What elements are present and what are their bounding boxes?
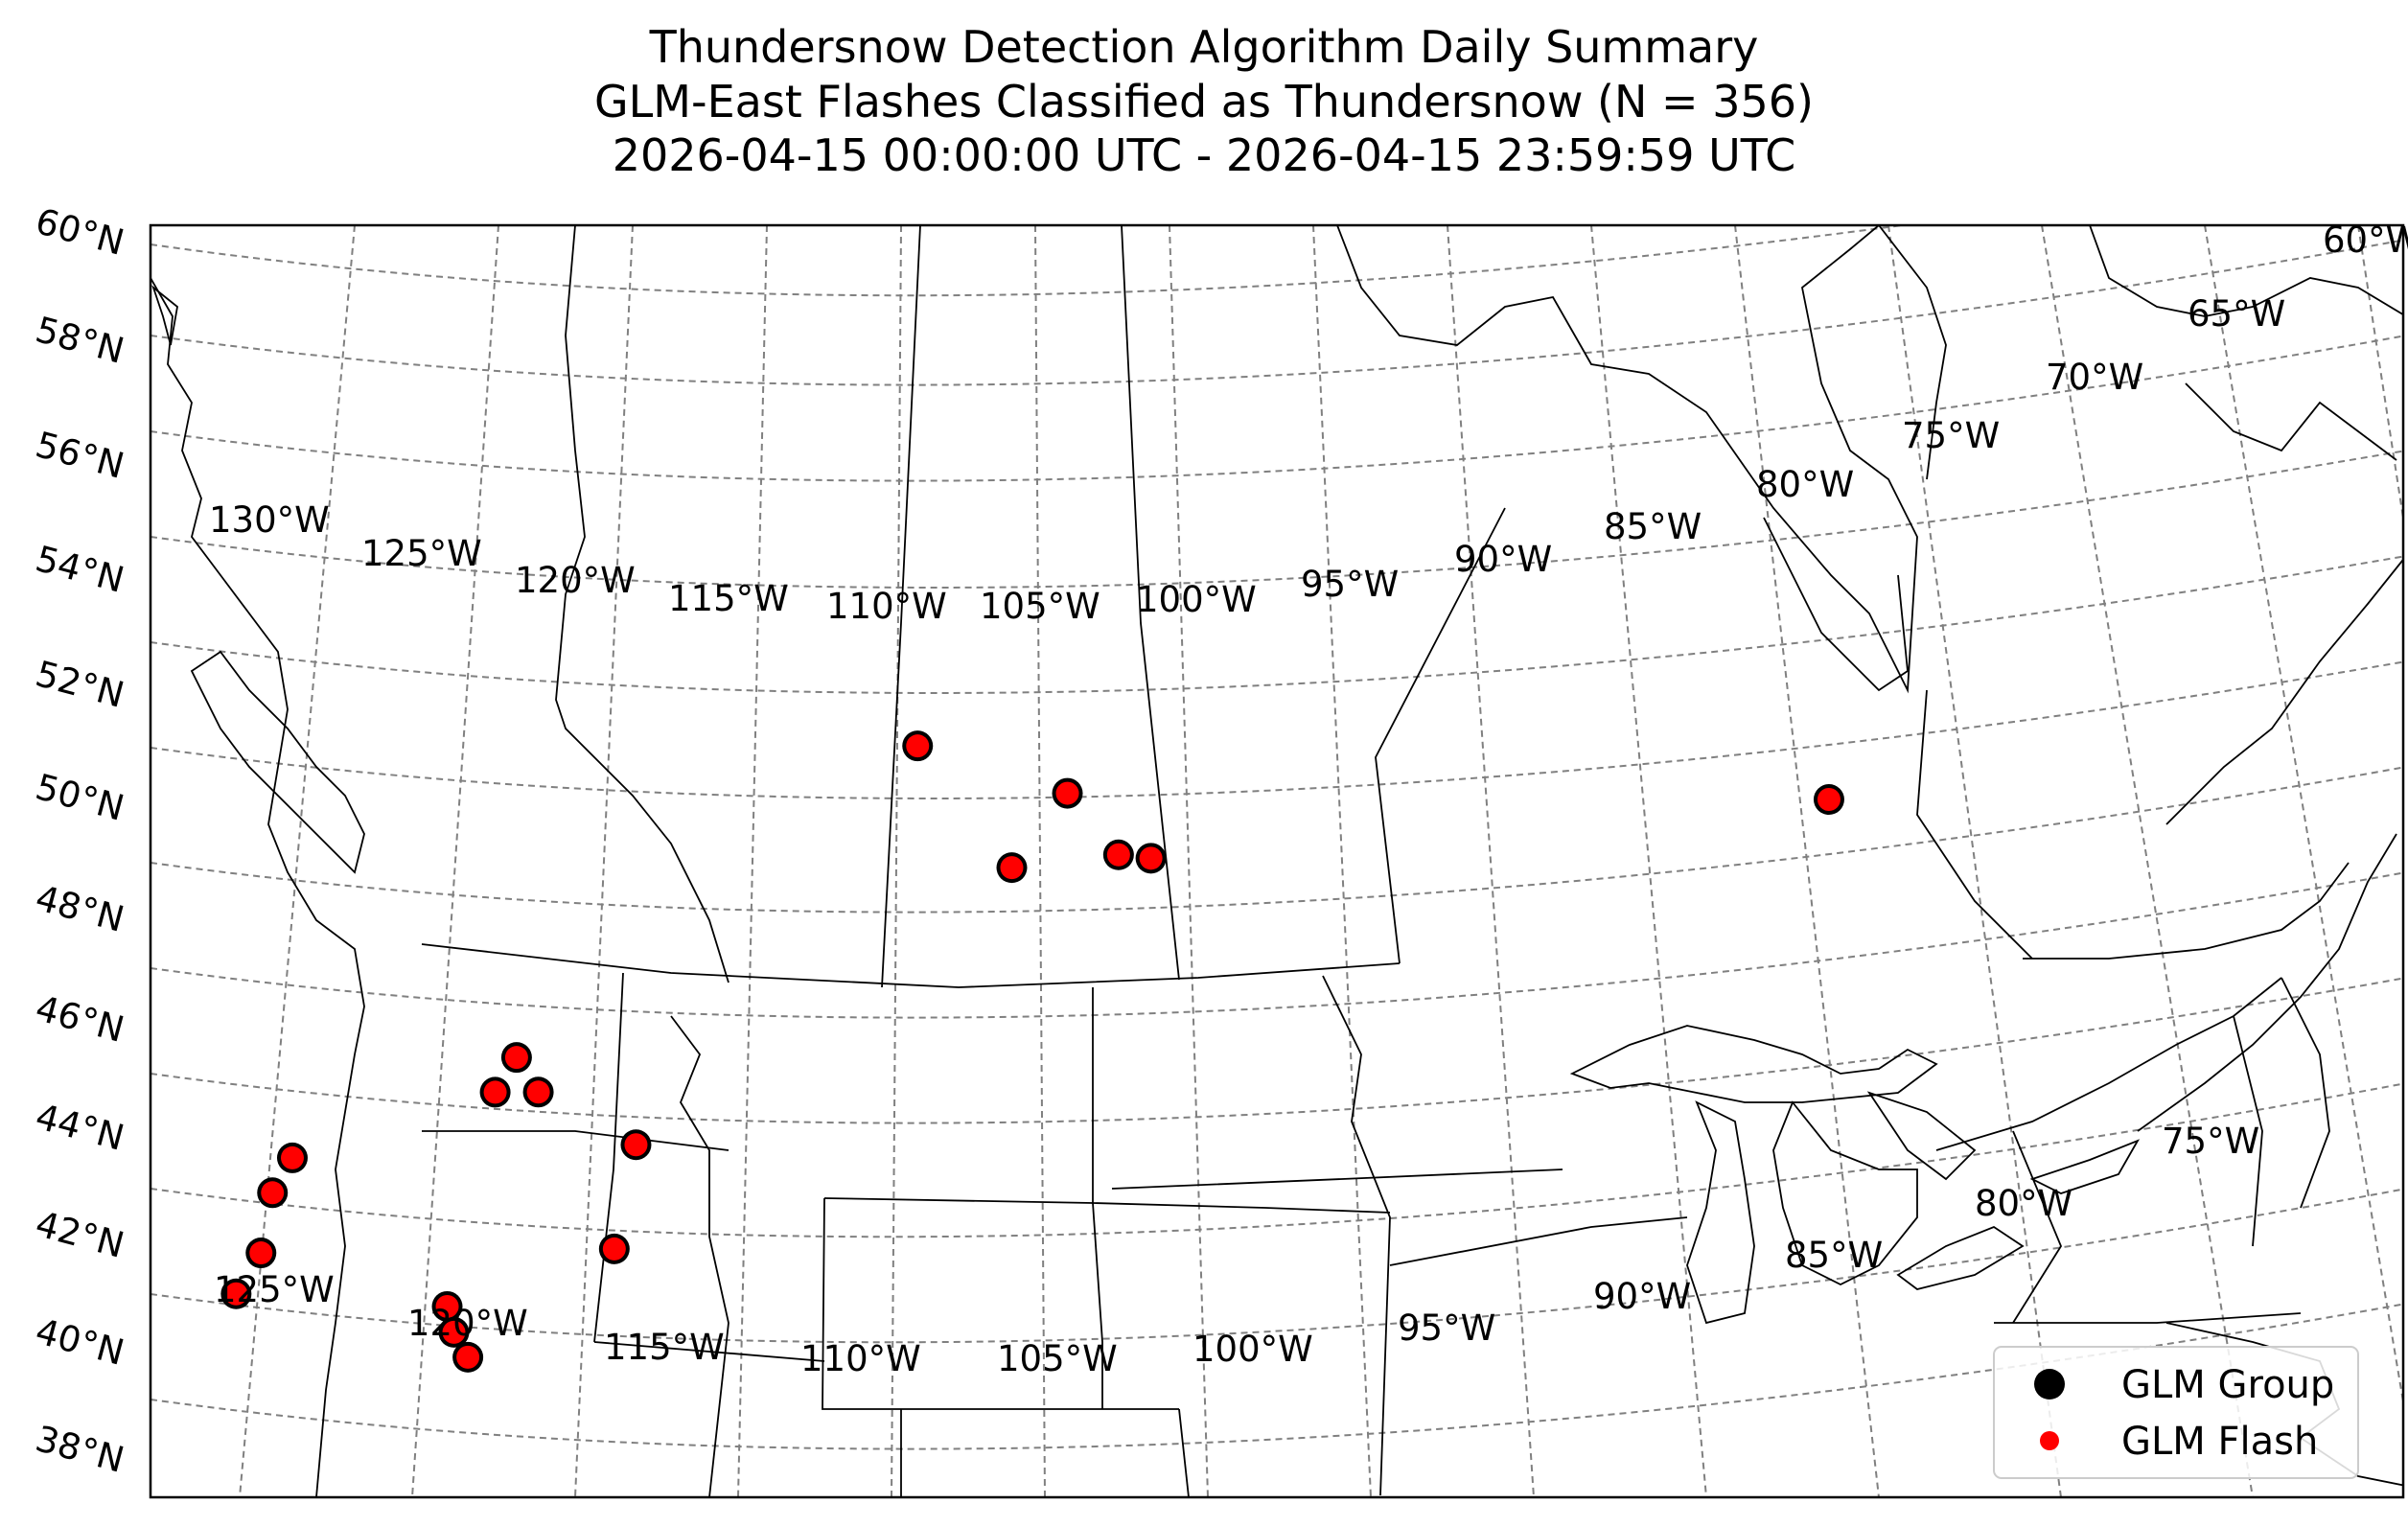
lon-label: 125°W <box>214 1269 335 1310</box>
longitude-labels-lower: 125°W 120°W 115°W 110°W 105°W 100°W 95°W… <box>214 1121 2259 1379</box>
map-frame <box>149 223 2405 1499</box>
flash-cluster <box>500 1042 532 1074</box>
glm-flash-point <box>280 1145 304 1169</box>
lat-label: 54°N <box>32 538 128 601</box>
title-line-3: 2026-04-15 00:00:00 UTC - 2026-04-15 23:… <box>613 129 1796 181</box>
glm-flash-point <box>442 1320 466 1344</box>
lon-label: 80°W <box>1975 1183 2072 1224</box>
flash-cluster <box>1135 843 1167 874</box>
lon-label: 65°W <box>2188 293 2285 335</box>
glm-flash-point <box>456 1345 480 1369</box>
glm-flash-point <box>624 1133 648 1157</box>
map-area <box>150 225 2403 1497</box>
legend-flash-label: GLM Flash <box>2121 1420 2318 1464</box>
glm-flash-point <box>1139 846 1163 870</box>
lon-label: 110°W <box>826 586 947 627</box>
glm-flash-point <box>526 1080 550 1104</box>
lon-label: 125°W <box>361 533 482 574</box>
lat-label: 50°N <box>32 766 128 829</box>
flash-cluster <box>522 1076 554 1108</box>
flash-cluster <box>598 1233 630 1264</box>
legend-box <box>1993 1346 2359 1479</box>
legend: GLM Group GLM Flash <box>1993 1346 2359 1479</box>
lon-label: 120°W <box>515 560 636 601</box>
flash-cluster <box>902 730 934 762</box>
lon-label: 100°W <box>1192 1329 1313 1370</box>
flash-layer <box>220 730 1844 1373</box>
flash-cluster <box>257 1177 289 1209</box>
lat-label: 46°N <box>32 987 128 1051</box>
flash-cluster <box>245 1238 277 1269</box>
lat-label: 56°N <box>32 424 128 487</box>
lon-label: 95°W <box>1398 1307 1495 1349</box>
lon-label: 130°W <box>209 499 330 541</box>
glm-flash-point <box>602 1237 626 1261</box>
lat-label: 60°N <box>32 200 128 264</box>
lon-label: 85°W <box>1604 506 1702 547</box>
glm-flash-point <box>1000 856 1024 880</box>
title-line-1: Thundersnow Detection Algorithm Daily Su… <box>649 21 1759 73</box>
lon-label: 90°W <box>1454 539 1552 580</box>
figure-title: Thundersnow Detection Algorithm Daily Su… <box>594 21 1814 181</box>
glm-flash-point <box>483 1080 507 1104</box>
flash-cluster <box>1813 784 1844 816</box>
lon-label: 75°W <box>1902 415 2000 456</box>
glm-flash-point <box>1106 843 1130 867</box>
lon-label: 70°W <box>2046 357 2143 398</box>
glm-flash-point <box>906 734 930 758</box>
lat-label: 58°N <box>32 309 128 372</box>
lon-label: 85°W <box>1785 1235 1883 1276</box>
legend-group-label: GLM Group <box>2121 1363 2334 1407</box>
flash-cluster <box>276 1142 308 1173</box>
lon-label: 90°W <box>1593 1276 1691 1317</box>
flash-cluster <box>620 1129 652 1161</box>
glm-flash-point <box>504 1046 528 1070</box>
latitude-labels: 60°N 58°N 56°N 54°N 52°N 50°N 48°N 46°N … <box>32 200 128 1481</box>
longitude-labels-upper: 130°W 125°W 120°W 115°W 110°W 105°W 100°… <box>209 220 2408 627</box>
lon-label: 75°W <box>2162 1121 2259 1162</box>
lat-label: 38°N <box>32 1418 128 1481</box>
lat-label: 44°N <box>32 1096 128 1159</box>
lon-label: 115°W <box>604 1327 725 1368</box>
glm-flash-point <box>435 1294 459 1318</box>
lat-label: 40°N <box>32 1310 128 1374</box>
flash-cluster <box>431 1290 463 1322</box>
lon-label: 80°W <box>1756 464 1854 505</box>
lat-label: 52°N <box>32 653 128 716</box>
lon-label: 105°W <box>997 1338 1118 1379</box>
lon-label: 60°W <box>2323 220 2408 261</box>
flash-cluster <box>1102 839 1134 870</box>
lon-label: 115°W <box>668 578 789 619</box>
glm-flash-point <box>261 1181 285 1205</box>
lon-label: 105°W <box>980 586 1100 627</box>
lon-label: 95°W <box>1301 564 1399 605</box>
legend-flash-marker <box>2040 1431 2059 1450</box>
lon-label: 100°W <box>1136 579 1257 620</box>
longitude-gridlines <box>239 225 2403 1497</box>
flash-cluster <box>220 1278 252 1309</box>
glm-flash-point <box>1055 781 1079 805</box>
glm-flash-point <box>1817 788 1841 812</box>
glm-flash-point <box>224 1282 248 1306</box>
glm-flash-point <box>249 1241 273 1265</box>
boundaries <box>150 225 2403 1497</box>
lat-label: 42°N <box>32 1203 128 1266</box>
lat-label: 48°N <box>32 877 128 940</box>
flash-cluster <box>438 1316 470 1348</box>
flash-cluster <box>1052 777 1083 809</box>
legend-group-marker <box>2034 1369 2065 1400</box>
lon-label: 120°W <box>407 1303 528 1344</box>
flash-cluster <box>479 1076 511 1108</box>
title-line-2: GLM-East Flashes Classified as Thundersn… <box>594 76 1814 127</box>
flash-cluster <box>452 1341 484 1373</box>
flash-cluster <box>996 852 1028 884</box>
lon-label: 110°W <box>800 1338 921 1379</box>
